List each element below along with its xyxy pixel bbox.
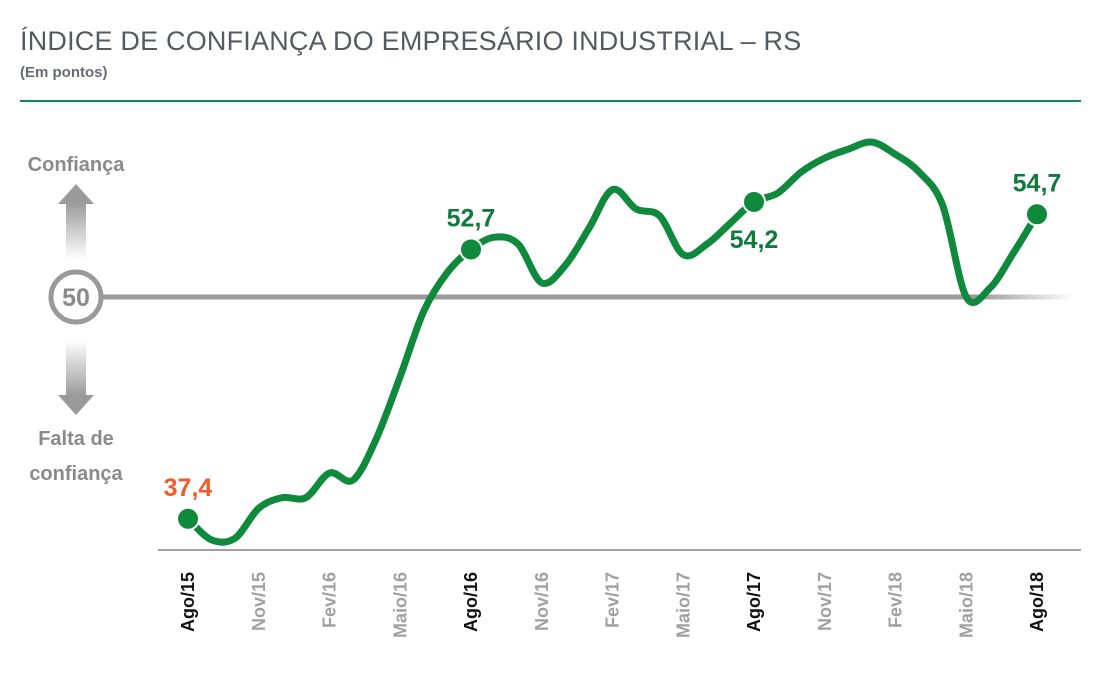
x-tick-label: Fev/17 xyxy=(603,572,623,628)
chart-title: ÍNDICE DE CONFIANÇA DO EMPRESÁRIO INDUST… xyxy=(20,26,802,56)
data-point-marker xyxy=(742,189,766,214)
data-label: 54,7 xyxy=(1013,169,1062,197)
x-tick-label: Ago/18 xyxy=(1027,572,1047,632)
arrow-up-icon xyxy=(58,184,94,259)
reference-value: 50 xyxy=(62,284,90,312)
x-tick-label: Fev/16 xyxy=(320,572,340,628)
series-line xyxy=(184,138,1041,546)
data-point-marker xyxy=(1025,202,1049,227)
x-tick-label: Nov/16 xyxy=(532,572,552,631)
x-tick-label: Ago/17 xyxy=(744,572,764,632)
reference-line-50: 50 xyxy=(48,269,1074,325)
x-tick-label: Nov/17 xyxy=(815,572,835,631)
data-point-marker xyxy=(176,506,200,531)
x-tick-labels: Ago/15 Nov/15 Fev/16 Maio/16 Ago/16 Nov/16 Fev… xyxy=(178,572,1047,638)
data-points: 37,4 52,7 54,2 54,7 xyxy=(164,169,1062,531)
x-tick-label: Ago/15 xyxy=(178,572,198,632)
x-tick-label: Nov/15 xyxy=(249,572,269,631)
confidence-scale: Confiança Falta de confiança xyxy=(28,154,126,485)
x-tick-label: Maio/18 xyxy=(956,572,976,638)
x-tick-label: Maio/16 xyxy=(390,572,410,638)
data-point-marker xyxy=(459,237,483,262)
x-tick-label: Ago/16 xyxy=(461,572,481,632)
no-confidence-label-line2: confiança xyxy=(29,463,123,485)
data-label: 54,2 xyxy=(730,226,779,254)
no-confidence-label-line1: Falta de xyxy=(38,428,114,450)
title-divider xyxy=(20,100,1081,102)
x-tick-label: Maio/17 xyxy=(673,572,693,638)
chart-subtitle: (Em pontos) xyxy=(20,64,108,81)
arrow-down-icon xyxy=(58,340,94,415)
data-label: 52,7 xyxy=(447,204,496,232)
x-tick-label: Fev/18 xyxy=(886,572,906,628)
data-label: 37,4 xyxy=(164,474,213,502)
reference-badge xyxy=(48,269,104,325)
confidence-label: Confiança xyxy=(28,154,126,176)
